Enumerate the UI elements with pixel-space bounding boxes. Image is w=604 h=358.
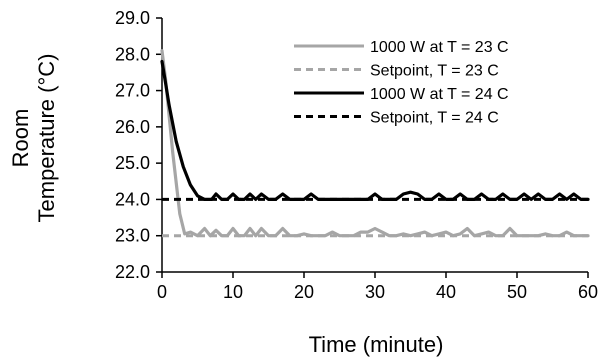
y-axis-title-line-2: Temperature (°C) [34, 54, 59, 223]
y-tick-label: 22.0 [115, 262, 150, 282]
y-axis-title: Room Temperature (°C) [8, 54, 59, 223]
y-tick-label: 28.0 [115, 44, 150, 64]
x-tick-label: 10 [223, 282, 243, 302]
legend-label-setpoint-t-24-c: Setpoint, T = 24 C [370, 110, 499, 127]
y-tick-label: 25.0 [115, 153, 150, 173]
plot-area: 0 10 20 30 40 50 60 22.0 23.0 24.0 25.0 26.0 27.0 28… [115, 8, 598, 302]
y-tick-label: 26.0 [115, 117, 150, 137]
legend-label-1000-w-at-t-23-c: 1000 W at T = 23 C [370, 39, 509, 56]
series-line-1000-w-at-t-24-c [160, 59, 590, 201]
x-tick-label: 20 [294, 282, 314, 302]
y-tick-label: 24.0 [115, 189, 150, 209]
x-tick-label: 60 [578, 282, 598, 302]
legend-label-setpoint-t-23-c: Setpoint, T = 23 C [370, 63, 499, 80]
y-tick-label: 29.0 [115, 8, 150, 28]
y-tick-label: 27.0 [115, 81, 150, 101]
legend: 1000 W at T = 23 C Setpoint, T = 23 C 1000… [294, 39, 509, 127]
x-axis-title: Time (minute) [309, 332, 444, 357]
x-tick-label: 30 [365, 282, 385, 302]
y-axis-title-line-1: Room [8, 109, 33, 168]
y-axis-ticks: 22.0 23.0 24.0 25.0 26.0 27.0 28.0 29.0 [115, 8, 162, 282]
x-tick-label: 0 [157, 282, 167, 302]
series-layer [160, 49, 590, 238]
x-axis-ticks: 0 10 20 30 40 50 60 [157, 272, 598, 302]
x-tick-label: 40 [436, 282, 456, 302]
y-tick-label: 23.0 [115, 226, 150, 246]
legend-label-1000-w-at-t-24-c: 1000 W at T = 24 C [370, 86, 509, 103]
x-tick-label: 50 [507, 282, 527, 302]
